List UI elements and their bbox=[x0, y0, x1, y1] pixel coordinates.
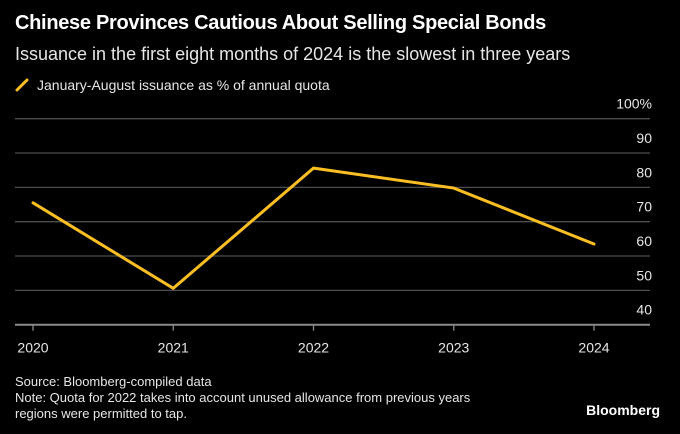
y-tick-label: 60 bbox=[636, 233, 652, 249]
bloomberg-logo: Bloomberg bbox=[586, 402, 660, 418]
x-tick-label: 2024 bbox=[578, 340, 609, 356]
gridlines bbox=[15, 118, 650, 326]
y-tick-label: 40 bbox=[636, 302, 652, 318]
x-tick-label: 2021 bbox=[158, 340, 189, 356]
y-tick-label: 70 bbox=[636, 199, 652, 215]
footer: Source: Bloomberg-compiled data Note: Qu… bbox=[15, 374, 470, 422]
source-text: Source: Bloomberg-compiled data bbox=[15, 374, 212, 389]
legend-label: January-August issuance as % of annual q… bbox=[37, 77, 330, 93]
legend-line-icon bbox=[15, 78, 29, 92]
note-text-line-1: Note: Quota for 2022 takes into account … bbox=[15, 390, 471, 405]
x-tick-label: 2020 bbox=[17, 340, 48, 356]
y-tick-label: 50 bbox=[636, 267, 652, 283]
x-tick-label: 2023 bbox=[438, 340, 469, 356]
y-axis-labels: 40 50 60 70 80 90 100% bbox=[616, 96, 652, 318]
y-tick-label: 80 bbox=[636, 164, 652, 180]
chart-subtitle: Issuance in the first eight months of 20… bbox=[15, 44, 571, 64]
chart-title: Chinese Provinces Cautious About Selling… bbox=[15, 12, 546, 34]
series-line bbox=[31, 166, 596, 291]
y-tick-label: 90 bbox=[636, 130, 652, 146]
y-tick-label: 100% bbox=[616, 96, 652, 112]
note-text-line-2: regions were permitted to tap. bbox=[15, 406, 187, 421]
series bbox=[31, 166, 596, 291]
x-tick-label: 2022 bbox=[298, 340, 329, 356]
x-axis: 2020 2021 2022 2023 2024 bbox=[17, 324, 610, 356]
legend: January-August issuance as % of annual q… bbox=[15, 77, 330, 93]
